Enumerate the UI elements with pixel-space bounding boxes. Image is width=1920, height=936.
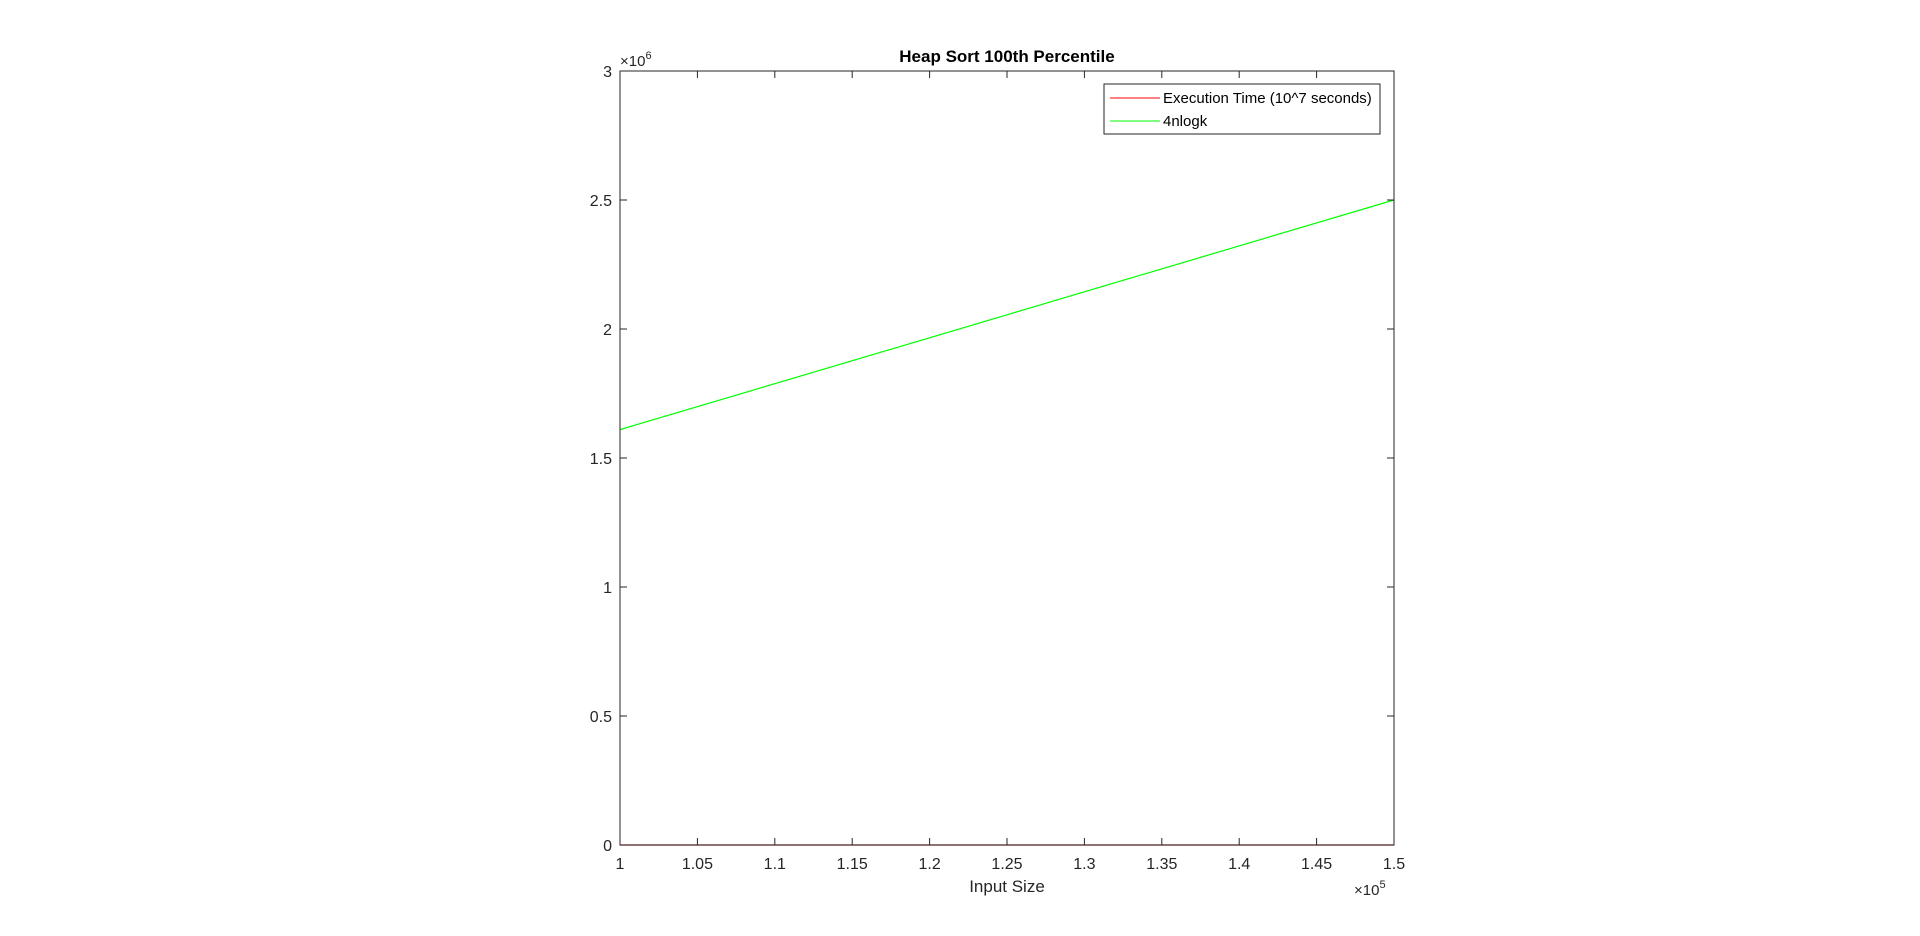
x-tick-label: 1.3	[1073, 856, 1095, 873]
x-tick-label: 1.1	[764, 856, 786, 873]
x-tick-label: 1.45	[1301, 856, 1332, 873]
x-multiplier-exponent: 5	[1379, 879, 1385, 891]
x-tick-label: 1.5	[1383, 856, 1405, 873]
series-line-4nlogk	[619, 199, 1395, 431]
legend-box	[1103, 83, 1381, 135]
x-tick-label: 1.35	[1146, 856, 1177, 873]
y-tick-label: 0	[603, 838, 612, 855]
x-tick-label: 1.05	[682, 856, 713, 873]
x-multiplier-base: ×10	[1354, 882, 1379, 899]
y-tick-label: 1	[603, 580, 612, 597]
y-axis-ticks: 0 0.5 1 1.5 2 2.5 3	[590, 64, 1394, 855]
x-axis-ticks: 1 1.05 1.1 1.15 1.2 1.25 1.3 1.35 1.4 1.45 1.5	[616, 71, 1405, 873]
chart-title: Heap Sort 100th Percentile	[899, 47, 1114, 66]
legend: Execution Time (10^7 seconds) 4nlogk	[1103, 83, 1381, 135]
x-tick-label: 1.15	[837, 856, 868, 873]
y-tick-label: 2.5	[590, 193, 612, 210]
x-tick-label: 1.2	[918, 856, 940, 873]
y-tick-label: 2	[603, 322, 612, 339]
y-multiplier-exponent: 6	[645, 50, 651, 62]
x-tick-label: 1.4	[1228, 856, 1250, 873]
x-tick-label: 1	[616, 856, 625, 873]
y-tick-label: 0.5	[590, 709, 612, 726]
x-axis-multiplier: ×105	[1354, 879, 1386, 899]
legend-label-4nlogk: 4nlogk	[1163, 113, 1208, 130]
x-axis-label: Input Size	[969, 877, 1045, 896]
y-tick-label: 3	[603, 64, 612, 81]
y-multiplier-base: ×10	[620, 53, 645, 70]
y-axis-multiplier: ×106	[620, 50, 652, 70]
legend-label-execution-time: Execution Time (10^7 seconds)	[1163, 90, 1372, 107]
plot-area	[620, 71, 1394, 845]
y-tick-label: 1.5	[590, 451, 612, 468]
x-tick-label: 1.25	[991, 856, 1022, 873]
